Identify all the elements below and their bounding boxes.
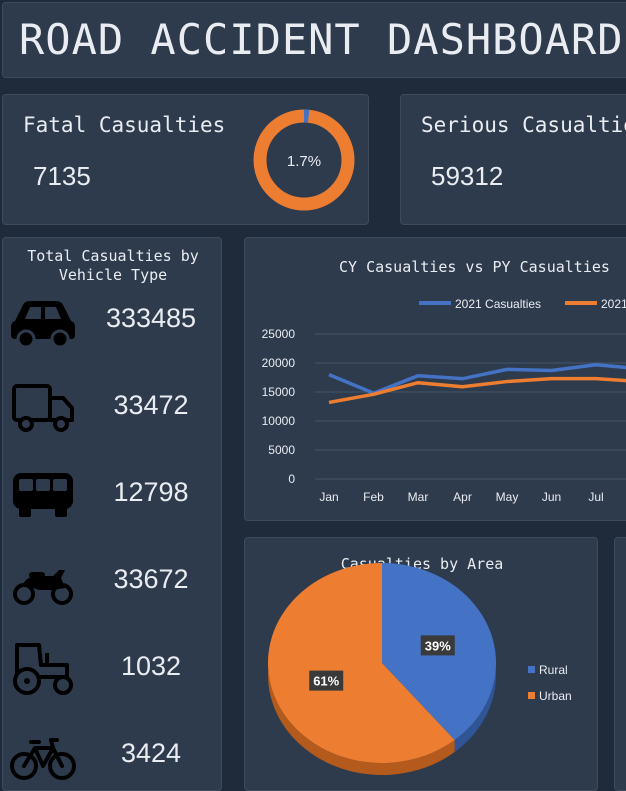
vehicle-row-bus: 12798 <box>3 459 221 529</box>
y-tick-label: 5000 <box>268 443 295 457</box>
vehicle-value-motorcycle: 33672 <box>113 564 189 594</box>
x-tick-label: Feb <box>363 490 384 504</box>
truck-icon <box>12 384 74 432</box>
y-tick-label: 0 <box>288 472 295 486</box>
legend-label-urban: Urban <box>539 689 572 703</box>
bus-icon <box>13 473 73 517</box>
donut-share-arc <box>253 109 355 211</box>
vehicle-value-truck: 33472 <box>113 390 189 420</box>
line-chart-x-axis: Jan Feb Mar Apr May Jun Jul <box>319 490 603 504</box>
line-chart-legend: 2021 Casualties 2021 <box>419 297 626 311</box>
title-bar: ROAD ACCIDENT DASHBOARD <box>2 2 626 78</box>
serious-casualties-value: 59312 <box>431 161 504 191</box>
vehicle-value-tractor: 1032 <box>120 651 182 681</box>
x-tick-label: Apr <box>453 490 472 504</box>
y-tick-label: 10000 <box>262 414 296 428</box>
serious-casualties-label: Serious Casualties <box>421 113 626 137</box>
vehicle-value-car: 333485 <box>105 303 197 333</box>
legend-swatch-rural <box>528 666 535 673</box>
x-tick-label: Jun <box>542 490 561 504</box>
fatal-casualties-value: 7135 <box>33 161 91 191</box>
x-tick-label: Jul <box>588 490 603 504</box>
x-tick-label: May <box>496 490 519 504</box>
pie-data-labels: 39% 61% <box>309 635 455 691</box>
y-tick-label: 20000 <box>262 356 296 370</box>
serious-casualties-card: Serious Casualties 59312 <box>400 94 626 225</box>
fatal-share-donut: 1.7% <box>253 109 355 211</box>
line-chart-title: CY Casualties vs PY Casualties <box>339 258 610 276</box>
cy-vs-py-chart-panel: CY Casualties vs PY Casualties 2021 Casu… <box>244 237 626 521</box>
vehicle-value-bus: 12798 <box>113 477 189 507</box>
pie-label-box <box>420 635 455 656</box>
vehicle-row-motorcycle: 33672 <box>3 546 221 616</box>
vehicle-type-panel: Total Casualties by Vehicle Type 333485 … <box>2 237 222 791</box>
x-tick-label: Jan <box>319 490 338 504</box>
vehicle-panel-title: Total Casualties by Vehicle Type <box>3 247 221 285</box>
pie-slices <box>268 563 496 775</box>
legend-label-cy: 2021 Casualties <box>455 297 541 311</box>
pie-data-label-urban: 61% <box>313 674 339 689</box>
y-tick-label: 25000 <box>262 327 296 341</box>
legend-label-rural: Rural <box>539 663 568 677</box>
casualties-by-area-panel: Casualties by Area 39% 61% Rural Urban <box>244 537 598 791</box>
bicycle-icon <box>10 738 76 780</box>
vehicle-title-line2: Vehicle Type <box>58 266 168 284</box>
pie-slice-side-urban <box>268 563 455 775</box>
line-chart-y-axis: 25000 20000 15000 10000 5000 0 <box>262 327 296 486</box>
legend-swatch-urban <box>528 692 535 699</box>
vehicle-row-tractor: 1032 <box>3 633 221 703</box>
vehicle-row-bicycle: 3424 <box>3 720 221 790</box>
vehicle-row-truck: 33472 <box>3 372 221 442</box>
vehicle-value-bicycle: 3424 <box>120 738 182 768</box>
series-line-1 <box>328 376 626 405</box>
dashboard-title: ROAD ACCIDENT DASHBOARD <box>19 15 624 64</box>
car-icon <box>11 301 75 349</box>
x-tick-label: Mar <box>408 490 429 504</box>
pie-slice-urban <box>268 563 455 763</box>
fatal-casualties-card: Fatal Casualties 7135 1.7% <box>2 94 369 225</box>
fatal-casualties-label: Fatal Casualties <box>23 113 226 137</box>
vehicle-title-line1: Total Casualties by <box>27 247 199 265</box>
tractor-icon <box>13 643 73 695</box>
donut-share-label: 1.7% <box>287 153 321 170</box>
pie-data-label-rural: 39% <box>425 638 451 653</box>
motorcycle-icon <box>13 570 73 605</box>
vehicle-row-car: 333485 <box>3 285 221 355</box>
pie-legend: Rural Urban <box>528 663 572 703</box>
line-chart-series <box>328 362 626 405</box>
line-chart-gridlines <box>315 333 626 480</box>
series-line-0 <box>328 362 626 395</box>
partial-panel-right <box>614 537 626 791</box>
cy-vs-py-line-chart: CY Casualties vs PY Casualties 2021 Casu… <box>262 258 626 504</box>
legend-label-py: 2021 <box>601 297 626 311</box>
pie-label-box <box>309 670 344 691</box>
y-tick-label: 15000 <box>262 385 296 399</box>
